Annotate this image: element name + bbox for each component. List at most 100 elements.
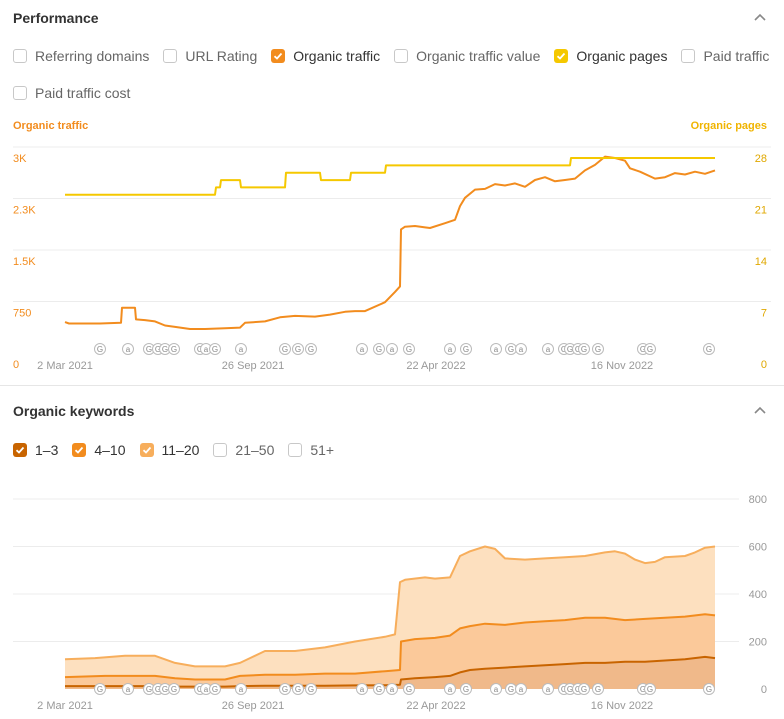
marker-circle [305, 343, 317, 355]
marker-circle [490, 683, 502, 695]
x-tick-label: 2 Mar 2021 [37, 700, 93, 712]
marker-label: G [575, 345, 581, 354]
marker-label: G [406, 685, 412, 694]
marker-label: G [561, 345, 567, 354]
checkbox-unchecked-icon[interactable] [681, 49, 696, 63]
x-tick-label: 22 Apr 2022 [406, 700, 465, 712]
marker-circle [373, 683, 385, 695]
checkbox-label: 11–20 [161, 442, 200, 458]
checkbox-checked-icon[interactable] [139, 443, 154, 457]
checkbox-unchecked-icon[interactable] [394, 49, 409, 63]
checkbox-21-50[interactable]: 21–50 [213, 442, 274, 458]
checkbox-unchecked-icon[interactable] [13, 86, 27, 100]
marker-circle [279, 683, 291, 695]
checkbox-label: Paid traffic cost [35, 85, 131, 101]
checkbox-4-10[interactable]: 4–10 [72, 442, 126, 458]
checkbox-1-3[interactable]: 1–3 [13, 442, 58, 458]
annotation-marker-icon: G [505, 683, 517, 695]
checkbox-checked-icon[interactable] [72, 443, 87, 457]
annotation-marker-icon: G [505, 343, 517, 355]
marker-label: a [239, 685, 244, 694]
marker-label: a [204, 345, 209, 354]
annotation-marker-icon: a [122, 683, 134, 695]
annotation-marker-icon: G [168, 683, 180, 695]
checkbox-referring-domains[interactable]: Referring domains [13, 48, 149, 64]
series-line-organic-traffic [64, 155, 716, 330]
checkbox-checked-icon[interactable] [554, 49, 569, 63]
marker-label: G [463, 685, 469, 694]
annotation-marker-icon: a [490, 343, 502, 355]
marker-label: G [97, 345, 103, 354]
checkbox-51[interactable]: 51+ [288, 442, 334, 458]
series-line-organic-pages [65, 157, 715, 196]
marker-label: a [546, 685, 551, 694]
marker-circle [386, 683, 398, 695]
annotation-marker-icon: a [386, 343, 398, 355]
annotation-marker-icon: G [644, 343, 656, 355]
marker-circle [490, 343, 502, 355]
checkbox-unchecked-icon[interactable] [288, 443, 303, 457]
performance-panel: Performance Referring domains URL Rating O… [13, 10, 771, 372]
marker-label: G [640, 345, 646, 354]
marker-label: G [162, 685, 168, 694]
metric-toggles-row2: Paid traffic cost [13, 85, 144, 101]
organic-keywords-chart: 0 200 400 600 800 2 Mar 2021 26 Sep 2021 22 Apr… [13, 494, 767, 712]
checkbox-label: 4–10 [94, 442, 126, 458]
checkbox-label: Organic traffic value [416, 48, 541, 64]
marker-label: G [376, 345, 382, 354]
marker-circle [592, 683, 604, 695]
marker-circle [356, 343, 368, 355]
marker-circle [515, 343, 527, 355]
marker-label: G [406, 345, 412, 354]
y-tick-label: 200 [749, 637, 767, 649]
marker-label: a [126, 685, 131, 694]
annotation-marker-icon: a [515, 343, 527, 355]
marker-label: G [162, 345, 168, 354]
checkbox-unchecked-icon[interactable] [13, 49, 27, 63]
annotation-marker-icon: G [209, 343, 221, 355]
marker-label: G [282, 685, 288, 694]
marker-label: G [155, 345, 161, 354]
checkbox-paid-traffic-cost[interactable]: Paid traffic cost [13, 85, 130, 101]
y-left-tick-label: 0 [13, 359, 19, 371]
checkbox-checked-icon[interactable] [271, 49, 286, 63]
checkbox-organic-pages[interactable]: Organic pages [554, 48, 667, 64]
marker-label: G [197, 685, 203, 694]
marker-circle [94, 343, 106, 355]
annotation-marker-icon: a [444, 343, 456, 355]
marker-label: a [519, 345, 524, 354]
marker-circle [644, 683, 656, 695]
y-right-tick-label: 28 [755, 153, 767, 165]
marker-label: G [567, 345, 573, 354]
checkbox-organic-traffic[interactable]: Organic traffic [271, 48, 380, 64]
marker-circle [122, 683, 134, 695]
marker-circle [703, 343, 715, 355]
marker-label: G [575, 685, 581, 694]
checkbox-unchecked-icon[interactable] [213, 443, 228, 457]
marker-circle [94, 683, 106, 695]
marker-label: G [197, 345, 203, 354]
marker-circle [235, 683, 247, 695]
marker-circle [644, 343, 656, 355]
checkbox-unchecked-icon[interactable] [163, 49, 178, 63]
chevron-up-icon[interactable] [754, 12, 766, 24]
organic-keywords-title: Organic keywords [13, 403, 135, 419]
marker-circle [592, 343, 604, 355]
marker-label: G [647, 685, 653, 694]
position-toggles: 1–3 4–10 11–20 21–50 51+ [13, 442, 348, 458]
marker-circle [209, 683, 221, 695]
marker-label: G [146, 345, 152, 354]
checkbox-11-20[interactable]: 11–20 [139, 442, 200, 458]
chevron-up-icon[interactable] [754, 405, 766, 417]
checkbox-url-rating[interactable]: URL Rating [163, 48, 257, 64]
checkbox-checked-icon[interactable] [13, 443, 27, 457]
marker-label: G [212, 345, 218, 354]
y-left-tick-label: 3K [13, 153, 27, 165]
checkbox-paid-traffic[interactable]: Paid traffic [681, 48, 769, 64]
checkbox-organic-traffic-value[interactable]: Organic traffic value [394, 48, 540, 64]
marker-label: G [308, 345, 314, 354]
y-right-tick-label: 14 [755, 256, 767, 268]
annotation-marker-icon: G [644, 683, 656, 695]
marker-circle [515, 683, 527, 695]
annotation-marker-icon: G [279, 343, 291, 355]
